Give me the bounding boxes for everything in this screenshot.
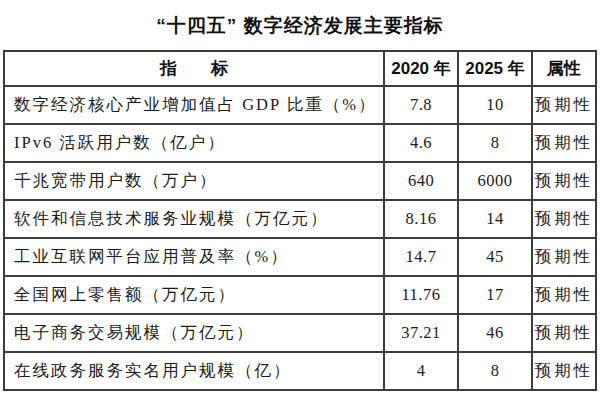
- attribute-cell: 预期性: [532, 124, 596, 162]
- value-2020-cell: 4.6: [384, 124, 458, 162]
- col-header-indicator: 指 标: [4, 51, 384, 86]
- attribute-cell: 预期性: [532, 86, 596, 124]
- value-2025-cell: 8: [458, 352, 532, 390]
- table-row: 工业互联网平台应用普及率（%） 14.7 45 预期性: [4, 238, 596, 276]
- value-2025-cell: 10: [458, 86, 532, 124]
- indicator-cell: 在线政务服务实名用户规模（亿）: [4, 352, 384, 390]
- col-header-attribute: 属性: [532, 51, 596, 86]
- col-header-2025: 2025 年: [458, 51, 532, 86]
- value-2025-cell: 14: [458, 200, 532, 238]
- attribute-cell: 预期性: [532, 200, 596, 238]
- indicator-cell: 全国网上零售额（万亿元）: [4, 276, 384, 314]
- value-2020-cell: 640: [384, 162, 458, 200]
- table-header-row: 指 标 2020 年 2025 年 属性: [4, 51, 596, 86]
- value-2025-cell: 46: [458, 314, 532, 352]
- table-row: 全国网上零售额（万亿元） 11.76 17 预期性: [4, 276, 596, 314]
- value-2020-cell: 8.16: [384, 200, 458, 238]
- value-2025-cell: 6000: [458, 162, 532, 200]
- col-header-2020: 2020 年: [384, 51, 458, 86]
- table-row: 千兆宽带用户数（万户） 640 6000 预期性: [4, 162, 596, 200]
- attribute-cell: 预期性: [532, 276, 596, 314]
- indicator-cell: 电子商务交易规模（万亿元）: [4, 314, 384, 352]
- indicator-cell: 工业互联网平台应用普及率（%）: [4, 238, 384, 276]
- attribute-cell: 预期性: [532, 314, 596, 352]
- indicators-table: 指 标 2020 年 2025 年 属性 数字经济核心产业增加值占 GDP 比重…: [3, 50, 597, 391]
- table-row: 数字经济核心产业增加值占 GDP 比重（%） 7.8 10 预期性: [4, 86, 596, 124]
- table-row: 电子商务交易规模（万亿元） 37.21 46 预期性: [4, 314, 596, 352]
- value-2020-cell: 37.21: [384, 314, 458, 352]
- value-2020-cell: 4: [384, 352, 458, 390]
- indicator-cell: 千兆宽带用户数（万户）: [4, 162, 384, 200]
- attribute-cell: 预期性: [532, 162, 596, 200]
- page-title: “十四五” 数字经济发展主要指标: [0, 0, 600, 50]
- indicator-cell: 软件和信息技术服务业规模（万亿元）: [4, 200, 384, 238]
- table-row: 在线政务服务实名用户规模（亿） 4 8 预期性: [4, 352, 596, 390]
- value-2020-cell: 7.8: [384, 86, 458, 124]
- value-2020-cell: 11.76: [384, 276, 458, 314]
- table-row: 软件和信息技术服务业规模（万亿元） 8.16 14 预期性: [4, 200, 596, 238]
- indicator-cell: IPv6 活跃用户数（亿户）: [4, 124, 384, 162]
- table-row: IPv6 活跃用户数（亿户） 4.6 8 预期性: [4, 124, 596, 162]
- indicator-cell: 数字经济核心产业增加值占 GDP 比重（%）: [4, 86, 384, 124]
- value-2025-cell: 8: [458, 124, 532, 162]
- value-2025-cell: 45: [458, 238, 532, 276]
- attribute-cell: 预期性: [532, 352, 596, 390]
- value-2020-cell: 14.7: [384, 238, 458, 276]
- attribute-cell: 预期性: [532, 238, 596, 276]
- value-2025-cell: 17: [458, 276, 532, 314]
